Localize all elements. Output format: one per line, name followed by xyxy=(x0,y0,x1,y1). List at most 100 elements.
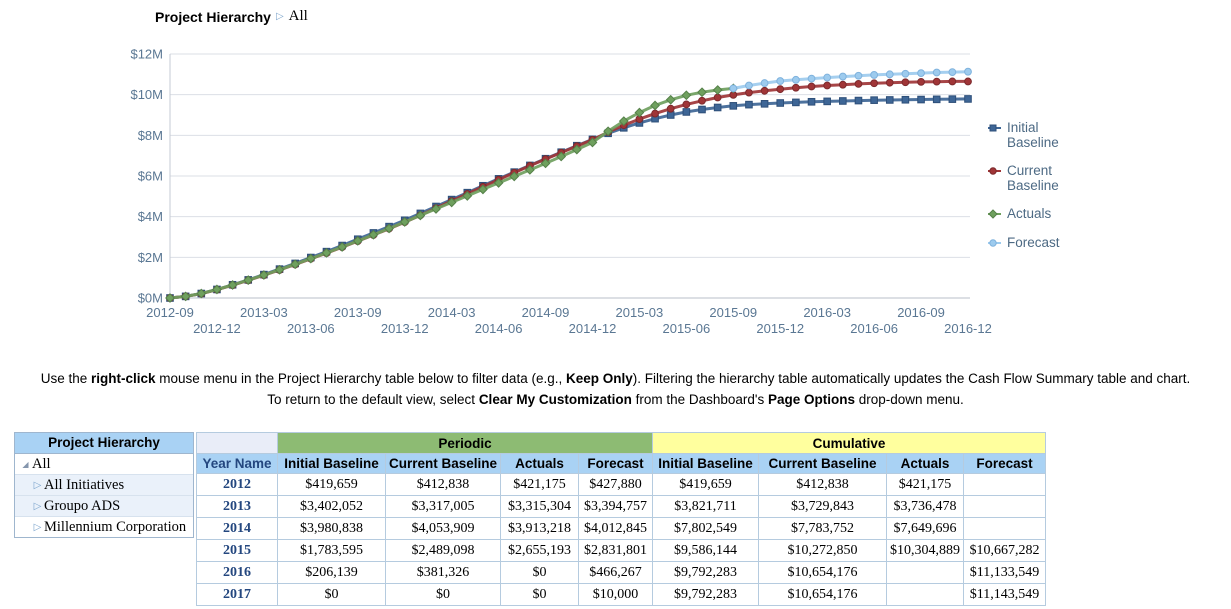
legend-label: Initial Baseline xyxy=(1007,120,1059,151)
breadcrumb: Project Hierarchy ▷ All xyxy=(155,8,308,25)
table-cell: $7,783,752 xyxy=(758,517,888,540)
table-cell: $419,659 xyxy=(652,473,760,496)
hierarchy-row-all[interactable]: ◢ All xyxy=(15,454,193,475)
table-cell xyxy=(886,583,965,606)
cash-flow-chart-block: $0M $2M $4M $6M $8M $10M $12M 2012-09 2012-12 201… xyxy=(118,38,1128,359)
table-cell: $427,880 xyxy=(578,473,654,496)
table-cell: $0 xyxy=(384,583,502,606)
table-cell: $3,317,005 xyxy=(384,495,502,518)
table-cell: $3,394,757 xyxy=(578,495,654,518)
table-cell: $9,792,283 xyxy=(652,561,760,584)
svg-text:2013-03: 2013-03 xyxy=(240,305,288,320)
legend-item-current-baseline: Current Baseline xyxy=(988,163,1092,193)
svg-text:2014-09: 2014-09 xyxy=(522,305,570,320)
svg-text:$0M: $0M xyxy=(138,291,163,306)
legend-label: Forecast xyxy=(1007,234,1060,250)
year-link-2016[interactable]: 2016 xyxy=(196,561,278,584)
table-row-2013: 2013 $3,402,052 $3,317,005 $3,315,304 $3,394… xyxy=(196,495,1047,518)
table-cell: $3,913,218 xyxy=(500,517,580,540)
table-cell: $11,133,549 xyxy=(963,561,1047,584)
legend-item-initial-baseline: Initial Baseline xyxy=(988,120,1092,150)
group-header-periodic: Periodic xyxy=(276,432,654,454)
group-header-cumulative: Cumulative xyxy=(652,432,1047,454)
table-cell: $10,000 xyxy=(578,583,654,606)
svg-text:2013-12: 2013-12 xyxy=(381,321,429,336)
table-cell: $0 xyxy=(277,583,386,606)
cash-flow-summary-table[interactable]: Periodic Cumulative Year Name Initial Basel… xyxy=(196,432,1047,606)
table-cell: $7,649,696 xyxy=(886,517,965,540)
svg-text:2014-12: 2014-12 xyxy=(569,321,617,336)
year-link-2017[interactable]: 2017 xyxy=(196,583,278,606)
svg-text:2015-03: 2015-03 xyxy=(616,305,664,320)
project-hierarchy-table[interactable]: Project Hierarchy ◢ All ▷ All Initiatives ▷ G… xyxy=(14,432,194,538)
table-cell: $10,654,176 xyxy=(758,583,888,606)
year-link-2015[interactable]: 2015 xyxy=(196,539,278,562)
cash-flow-chart: $0M $2M $4M $6M $8M $10M $12M 2012-09 2012-12 201… xyxy=(118,38,991,359)
legend-marker-icon xyxy=(988,124,1001,132)
svg-text:2014-06: 2014-06 xyxy=(475,321,523,336)
svg-text:$10M: $10M xyxy=(130,87,163,102)
table-cell: $412,838 xyxy=(384,473,502,496)
table-cell: $2,489,098 xyxy=(384,539,502,562)
filter-instructions: Use the right-click mouse menu in the Pr… xyxy=(0,369,1231,411)
column-header-current-baseline: Current Baseline xyxy=(758,453,888,474)
expand-node-icon[interactable]: ▷ xyxy=(33,521,42,533)
svg-text:2016-06: 2016-06 xyxy=(850,321,898,336)
column-header-current-baseline: Current Baseline xyxy=(384,453,502,474)
hierarchy-row-millennium-corporation[interactable]: ▷ Millennium Corporation xyxy=(15,517,193,537)
column-header-forecast: Forecast xyxy=(963,453,1047,474)
column-header-initial-baseline: Initial Baseline xyxy=(277,453,386,474)
breadcrumb-current: All xyxy=(288,8,308,24)
expand-node-icon[interactable]: ▷ xyxy=(33,500,42,512)
group-header-spacer xyxy=(196,432,278,454)
hierarchy-node-label[interactable]: All xyxy=(32,455,51,472)
hierarchy-row-groupo-ads[interactable]: ▷ Groupo ADS xyxy=(15,496,193,517)
svg-text:2013-09: 2013-09 xyxy=(334,305,382,320)
svg-text:2016-09: 2016-09 xyxy=(897,305,945,320)
legend-item-actuals: Actuals xyxy=(988,206,1092,221)
svg-text:2016-03: 2016-03 xyxy=(803,305,851,320)
table-cell xyxy=(886,561,965,584)
svg-text:2015-06: 2015-06 xyxy=(662,321,710,336)
table-cell: $0 xyxy=(500,561,580,584)
breadcrumb-title: Project Hierarchy xyxy=(155,8,271,25)
cash-flow-chart-svg: $0M$2M$4M$6M$8M$10M$12M2012-092012-12201… xyxy=(130,47,991,337)
table-cell: $3,315,304 xyxy=(500,495,580,518)
collapse-node-icon[interactable]: ◢ xyxy=(22,459,29,469)
column-header-actuals: Actuals xyxy=(886,453,965,474)
hierarchy-node-label[interactable]: Millennium Corporation xyxy=(44,518,187,535)
table-cell: $10,272,850 xyxy=(758,539,888,562)
legend-item-forecast: Forecast xyxy=(988,235,1092,250)
svg-text:$2M: $2M xyxy=(138,250,163,265)
year-link-2013[interactable]: 2013 xyxy=(196,495,278,518)
table-cell: $3,821,711 xyxy=(652,495,760,518)
table-cell: $10,654,176 xyxy=(758,561,888,584)
table-cell: $466,267 xyxy=(578,561,654,584)
column-header-year-name: Year Name xyxy=(196,453,278,474)
table-cell: $412,838 xyxy=(758,473,888,496)
table-row-2015: 2015 $1,783,595 $2,489,098 $2,655,193 $2,831… xyxy=(196,539,1047,562)
column-header-actuals: Actuals xyxy=(500,453,580,474)
legend-label: Current Baseline xyxy=(1007,163,1059,194)
table-cell xyxy=(963,473,1047,496)
hierarchy-node-label[interactable]: Groupo ADS xyxy=(44,497,121,514)
table-cell: $3,736,478 xyxy=(886,495,965,518)
table-cell: $3,980,838 xyxy=(277,517,386,540)
legend-marker-icon xyxy=(988,238,1001,247)
table-row-2014: 2014 $3,980,838 $4,053,909 $3,913,218 $4,012… xyxy=(196,517,1047,540)
legend-label: Actuals xyxy=(1007,206,1052,222)
table-cell: $9,586,144 xyxy=(652,539,760,562)
breadcrumb-separator-icon: ▷ xyxy=(275,11,284,22)
svg-text:2014-03: 2014-03 xyxy=(428,305,476,320)
svg-text:$12M: $12M xyxy=(130,47,163,62)
chart-legend: Initial Baseline Current Baseline Actuals F… xyxy=(988,38,1128,359)
year-link-2012[interactable]: 2012 xyxy=(196,473,278,496)
year-link-2014[interactable]: 2014 xyxy=(196,517,278,540)
table-cell: $0 xyxy=(500,583,580,606)
expand-node-icon[interactable]: ▷ xyxy=(33,479,42,491)
hierarchy-node-label[interactable]: All Initiatives xyxy=(44,476,125,493)
table-cell: $2,831,801 xyxy=(578,539,654,562)
table-cell: $419,659 xyxy=(277,473,386,496)
hierarchy-row-all-initiatives[interactable]: ▷ All Initiatives xyxy=(15,475,193,496)
table-cell: $9,792,283 xyxy=(652,583,760,606)
